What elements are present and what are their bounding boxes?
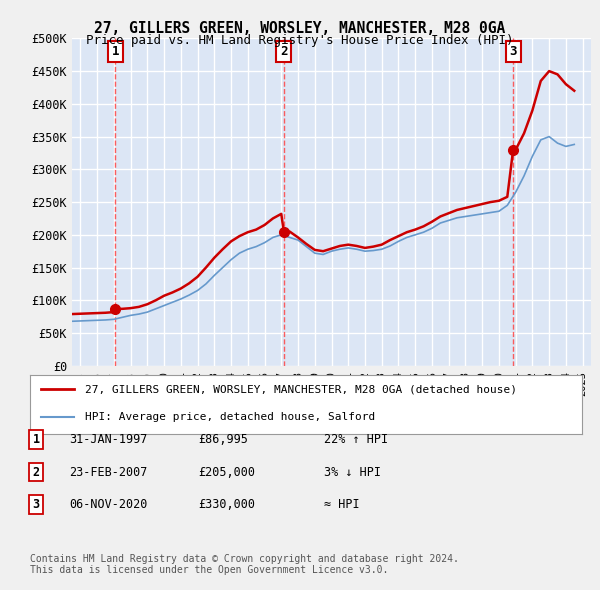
Text: 2: 2	[32, 466, 40, 478]
Text: £86,995: £86,995	[198, 433, 248, 446]
Text: 2: 2	[280, 45, 287, 58]
Text: 27, GILLERS GREEN, WORSLEY, MANCHESTER, M28 0GA (detached house): 27, GILLERS GREEN, WORSLEY, MANCHESTER, …	[85, 385, 517, 394]
Text: Contains HM Land Registry data © Crown copyright and database right 2024.
This d: Contains HM Land Registry data © Crown c…	[30, 553, 459, 575]
Text: Price paid vs. HM Land Registry's House Price Index (HPI): Price paid vs. HM Land Registry's House …	[86, 34, 514, 47]
Text: £205,000: £205,000	[198, 466, 255, 478]
Text: 22% ↑ HPI: 22% ↑ HPI	[324, 433, 388, 446]
Text: 1: 1	[32, 433, 40, 446]
Text: 27, GILLERS GREEN, WORSLEY, MANCHESTER, M28 0GA: 27, GILLERS GREEN, WORSLEY, MANCHESTER, …	[94, 21, 506, 35]
Text: 3: 3	[32, 498, 40, 511]
Text: 06-NOV-2020: 06-NOV-2020	[69, 498, 148, 511]
Text: 3% ↓ HPI: 3% ↓ HPI	[324, 466, 381, 478]
Text: HPI: Average price, detached house, Salford: HPI: Average price, detached house, Salf…	[85, 412, 376, 422]
Text: 31-JAN-1997: 31-JAN-1997	[69, 433, 148, 446]
Text: ≈ HPI: ≈ HPI	[324, 498, 359, 511]
Text: 1: 1	[112, 45, 119, 58]
Text: £330,000: £330,000	[198, 498, 255, 511]
Text: 3: 3	[509, 45, 517, 58]
Text: 23-FEB-2007: 23-FEB-2007	[69, 466, 148, 478]
